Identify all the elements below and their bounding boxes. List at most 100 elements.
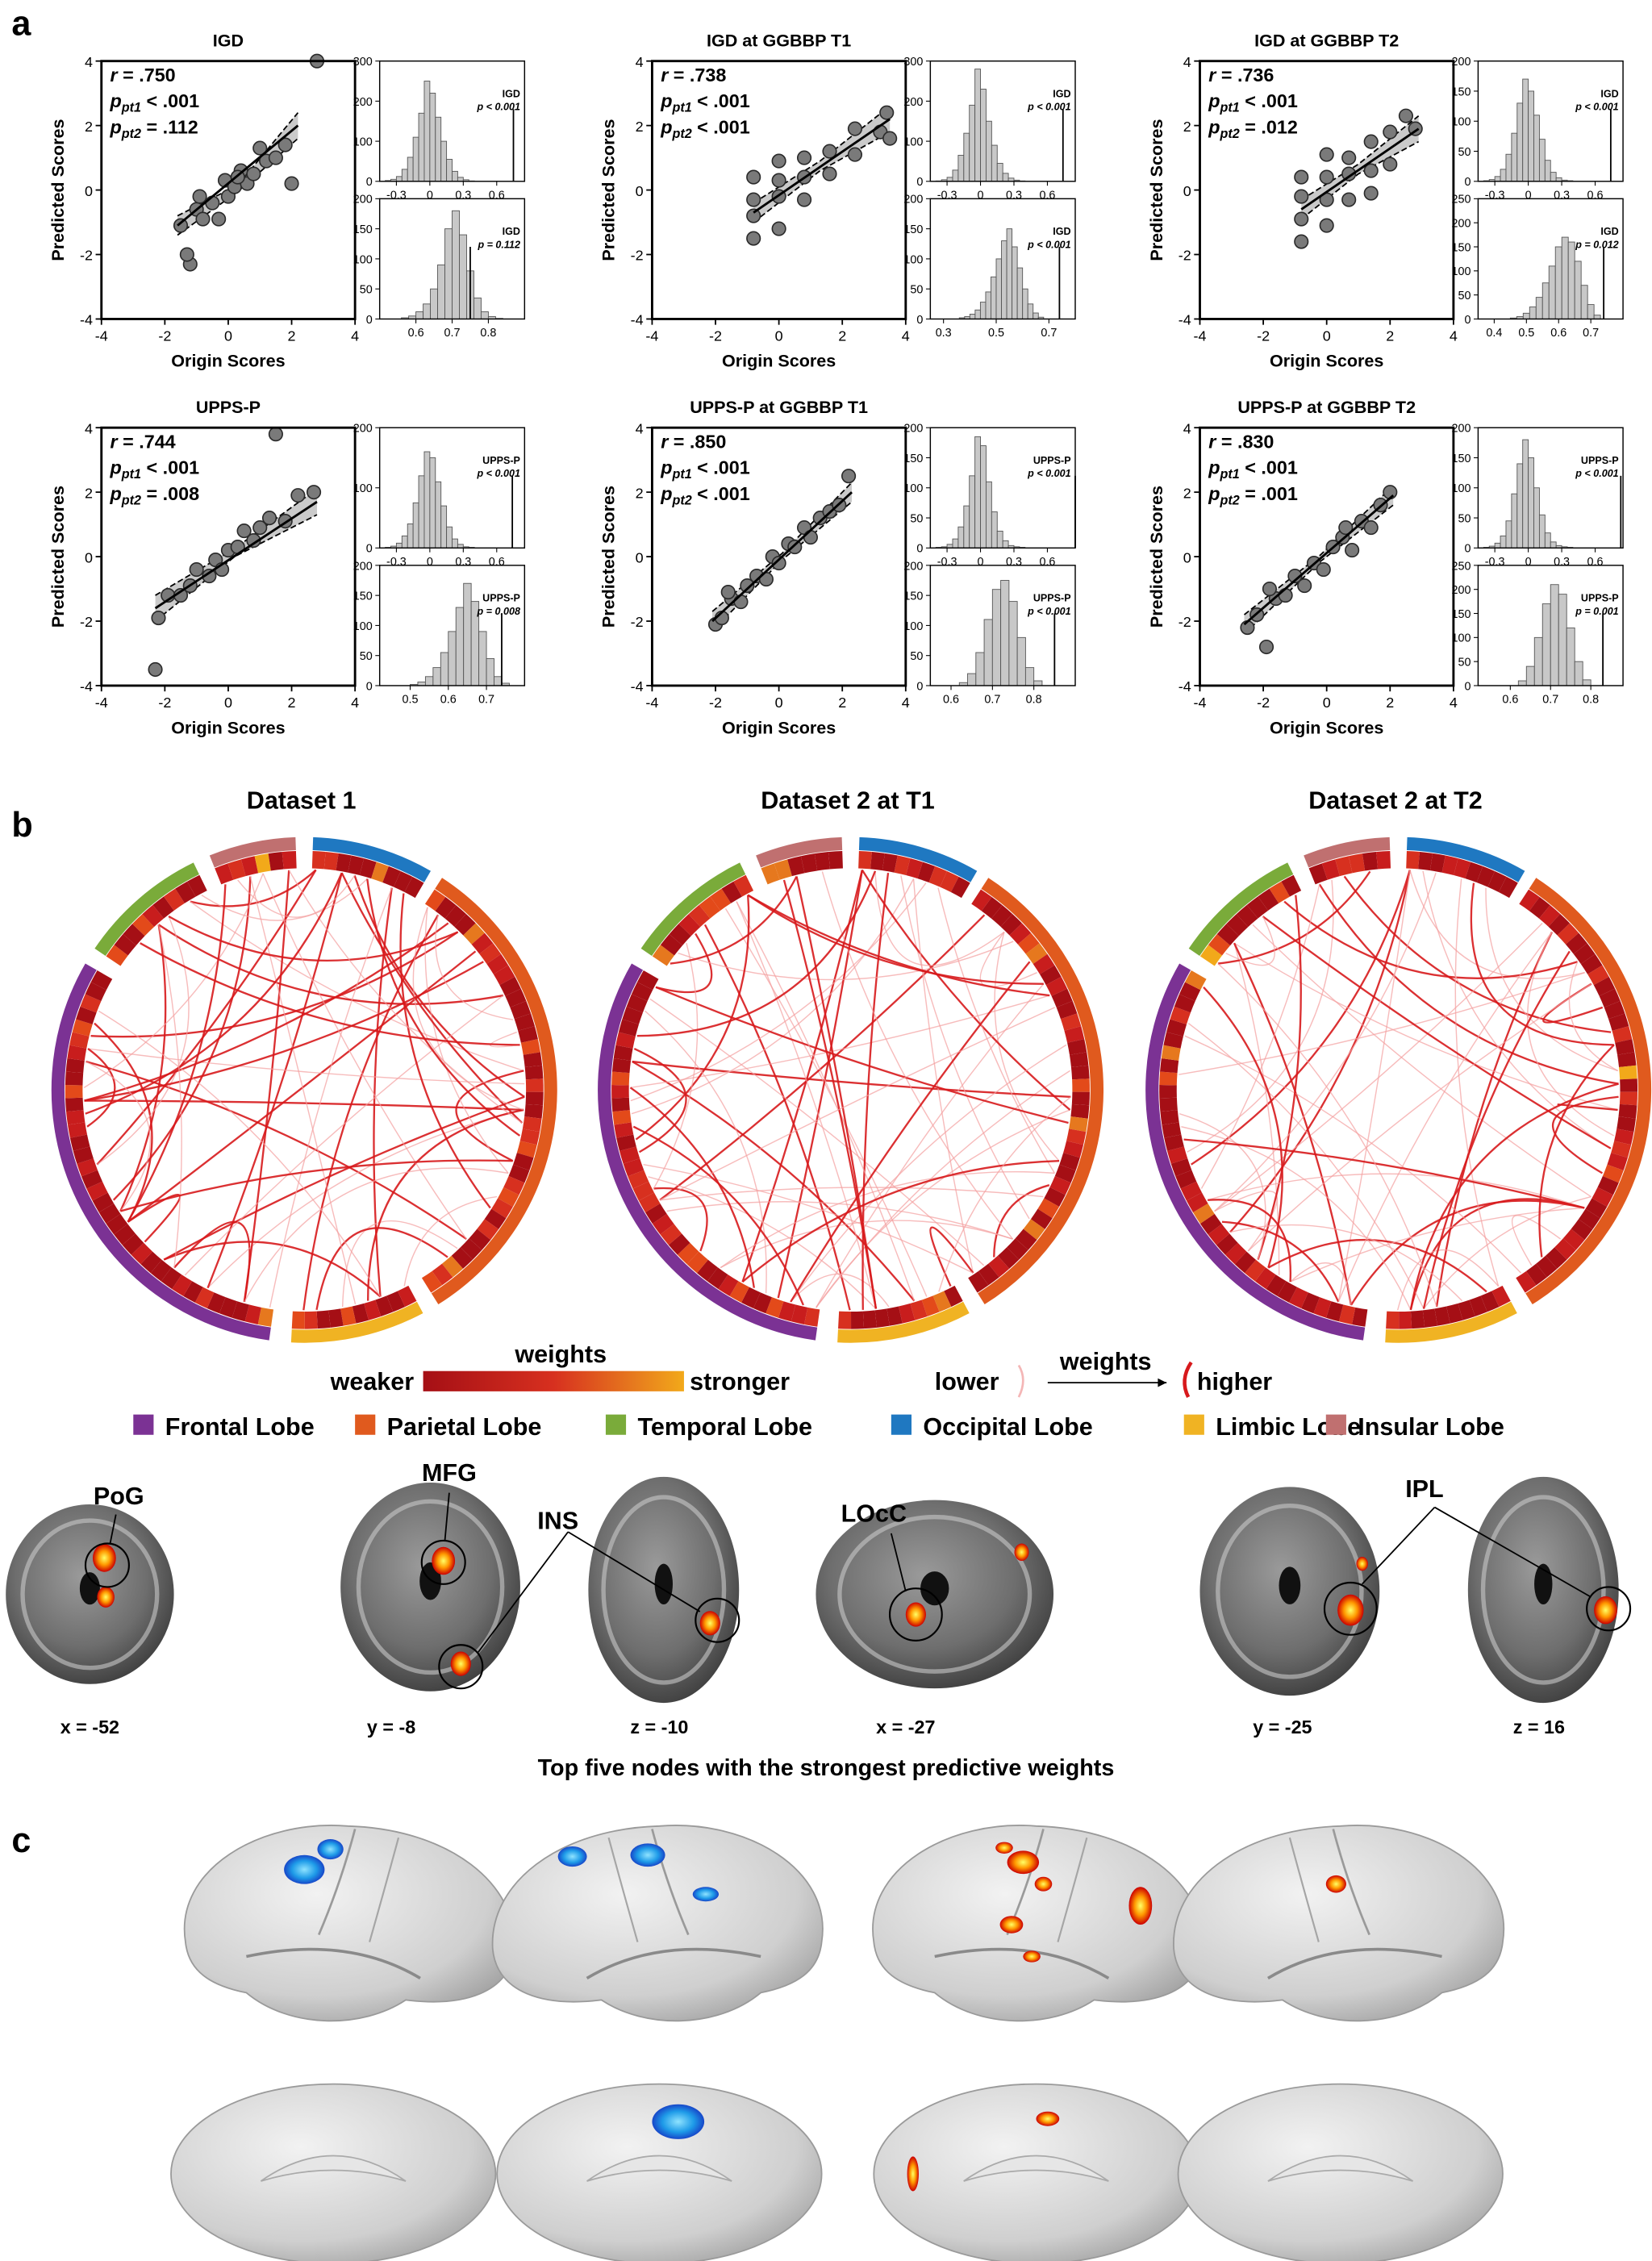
hist-name: IGD [1053,226,1070,237]
x-tick-label: -2 [1257,327,1270,344]
node-cell [1571,1219,1593,1241]
connection [929,1226,974,1287]
node-cell [257,1307,274,1327]
y-tick-label: 150 [353,590,373,603]
y-tick-label: 100 [353,482,373,495]
node-cell [69,1134,90,1151]
y-tick-label: 300 [353,56,373,69]
hist-bar [395,542,403,549]
connection [1512,1215,1562,1266]
node-cell [1255,1267,1276,1290]
node-cell [152,896,174,919]
node-cell [1059,1153,1080,1170]
hist-bar [996,162,1003,182]
y-tick-label: -4 [631,312,644,328]
stat-subscript: pt1 [1220,467,1240,482]
stat-symbol: r [111,65,119,86]
node-cell [1045,976,1068,996]
connection [747,894,1050,997]
hist-bar [946,177,953,182]
hist-bar [1525,665,1535,686]
connection [678,941,1014,981]
node-cell [1554,1238,1576,1260]
y-tick-label: 150 [1451,453,1471,465]
hist-p: p < 0.001 [477,102,520,113]
node-cell [1236,904,1258,928]
connection [790,1273,890,1308]
x-tick-label: 0 [224,695,232,711]
connection [720,1220,1013,1269]
node-cell [1192,1203,1215,1224]
fit-line [1300,127,1420,211]
node-cell [652,945,675,966]
node-cell [1159,1097,1178,1112]
node-cell [340,1306,357,1326]
x-tick-label: 0.6 [1039,556,1055,569]
hist-bar [974,69,981,182]
node-cell [612,1110,632,1125]
node-cell [729,1281,749,1303]
node-cell [1352,1307,1368,1327]
sulcus [1332,1829,1370,1936]
stat-symbol: r [1208,65,1217,86]
connection [243,870,290,1303]
x-tick-label: -4 [645,695,658,711]
node-cell [65,1071,84,1086]
x-tick-label: 0 [224,327,232,344]
connection [1350,1199,1585,1306]
node-cell [1487,870,1507,893]
point [796,192,812,207]
x-axis-label: Origin Scores [1270,351,1383,371]
hist-bar [969,104,976,182]
connection [736,901,877,1309]
node-cell [1044,1187,1066,1208]
legend-weak-line [1017,1364,1024,1398]
hist-bar [1541,282,1550,319]
hist-bar [957,526,965,549]
node-cell [718,1274,739,1296]
stat: ppt2 = .001 [1208,483,1298,507]
hist-bar [480,311,489,319]
lobe-arc [1304,836,1391,868]
node-ring [420,1539,466,1585]
y-tick-label: 100 [353,620,373,633]
stat-symbol: p [110,117,122,138]
node-cell [870,851,885,871]
leader-line [444,1492,450,1541]
fit-line [753,118,891,214]
connection [795,876,878,1309]
y-tick-label: -4 [631,678,644,695]
point [771,173,786,188]
connection [648,1176,877,1309]
x-tick-label: 0 [1323,695,1331,711]
node-label: PoG [94,1483,144,1510]
connection [86,1061,151,1212]
node-cell [652,1213,674,1235]
node-cell [733,874,754,897]
stat-symbol: p [660,90,672,111]
node-cell [968,1270,989,1293]
node-cell [142,904,165,928]
y-tick-label: 200 [1451,584,1471,597]
connection [1233,942,1353,1306]
node-cell [1476,866,1496,887]
ci-line [753,131,891,223]
connection [912,878,974,1274]
hist-bar [1016,267,1024,319]
x-tick-label: -2 [709,695,722,711]
activation-blob [97,1587,115,1608]
hist-frame [378,60,526,182]
node-cell [1335,856,1353,877]
hist-bar [1529,307,1537,319]
hist-bar [1558,594,1567,686]
x-tick-label: 0 [1525,189,1532,202]
y-tick-label: -4 [80,678,93,695]
hist-bar [1505,153,1512,182]
stat-subscript: pt1 [121,467,141,482]
connection [1179,1113,1266,1260]
hist-bar [1022,288,1028,319]
node-cell [710,888,732,911]
y-tick-label: 150 [353,223,373,236]
negative-blob [630,1843,665,1867]
node-cell [1199,945,1223,966]
